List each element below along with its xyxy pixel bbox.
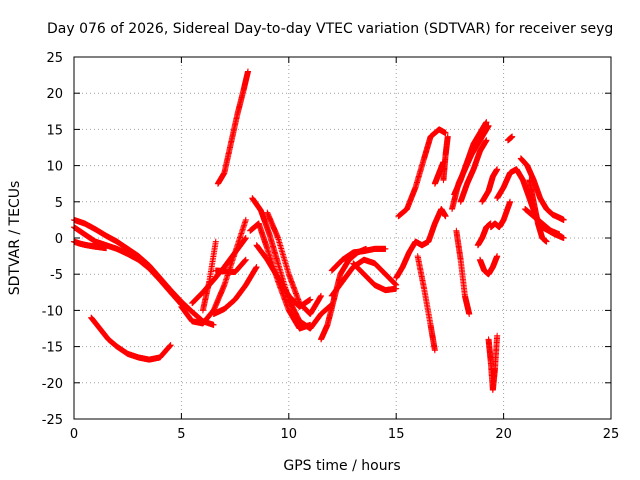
y-axis-label: SDTVAR / TECUs (7, 181, 23, 296)
series-arc11 (249, 195, 335, 332)
series-arc23 (440, 133, 451, 184)
data-point (242, 235, 249, 241)
series-arc10 (210, 263, 260, 318)
series-arc29 (476, 253, 501, 278)
y-tick-label: -15 (42, 341, 63, 356)
y-tick-label: -10 (42, 304, 63, 319)
x-tick-label: 25 (603, 427, 620, 442)
x-tick-label: 0 (70, 427, 78, 442)
series-arc1 (71, 216, 217, 328)
y-tick-label: 10 (46, 160, 63, 175)
data-point (103, 245, 110, 252)
series-arc12 (247, 220, 314, 332)
data-point (167, 342, 174, 349)
data-point (210, 321, 217, 328)
y-tick-label: -20 (42, 377, 63, 392)
series-arc2 (71, 224, 185, 308)
x-tick-label: 10 (281, 427, 298, 442)
y-tick-label: 0 (55, 232, 63, 247)
x-axis-label: GPS time / hours (283, 458, 400, 474)
data-marks (71, 68, 567, 394)
x-tick-label: 5 (177, 427, 185, 442)
series-arc26 (453, 227, 473, 318)
series-arc7 (199, 238, 219, 314)
data-point (253, 263, 260, 270)
series-arc6 (189, 235, 249, 307)
y-tick-label: 5 (55, 196, 63, 211)
data-point (242, 256, 249, 263)
series-arc25 (451, 119, 490, 198)
data-point (494, 332, 501, 339)
series-arc21 (414, 253, 438, 354)
chart-title: Day 076 of 2026, Sidereal Day-to-day VTE… (47, 21, 613, 37)
series-arc34 (504, 133, 516, 144)
y-tick-label: -25 (42, 413, 63, 428)
series-arc9 (214, 68, 251, 187)
y-tick-label: -5 (50, 268, 63, 283)
series-arc32 (487, 198, 514, 231)
data-point (212, 238, 219, 245)
series-arc4 (88, 314, 174, 363)
y-tick-label: 15 (46, 123, 63, 138)
y-tick-label: 20 (46, 87, 63, 102)
series-arc31 (485, 332, 501, 394)
series-arc8 (212, 256, 249, 276)
x-tick-label: 20 (495, 427, 512, 442)
data-point (244, 68, 251, 75)
data-point (242, 216, 249, 223)
y-tick-label: 25 (46, 51, 63, 66)
tick-labels: 0 5 10 15 20 25 -25 -20 -15 -10 -5 0 5 10 15 20 25 (42, 51, 620, 442)
grid (74, 57, 611, 419)
x-tick-label: 15 (388, 427, 405, 442)
